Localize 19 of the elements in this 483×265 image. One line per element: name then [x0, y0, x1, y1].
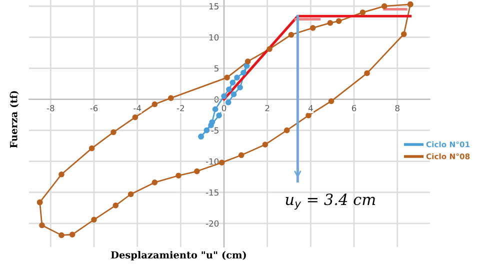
x-tick-label: 2 [265, 104, 270, 112]
x-axis-title: Desplazamiento "u" (cm) [111, 251, 246, 260]
y-tick-label: 10 [209, 34, 219, 41]
x-tick-label: 4 [308, 105, 313, 112]
x-tick-label: -8 [46, 104, 54, 112]
x-tick-label: -6 [90, 104, 98, 112]
x-tick-label: -4 [134, 105, 142, 112]
annotation: u$_{y}$ = 3.4 cm [286, 194, 376, 210]
x-tick-label: 8 [395, 104, 400, 112]
y-tick-label: -15 [206, 189, 218, 196]
y-tick-label: 15 [209, 3, 218, 10]
x-tick-label: 6 [352, 104, 356, 112]
y-tick-label: -5 [211, 127, 218, 134]
y-tick-label: 0 [214, 96, 219, 103]
x-tick-label: 0 [222, 104, 226, 112]
x-tick-label: -2 [176, 104, 184, 112]
y-axis-title: Fuerza (tf) [10, 91, 19, 148]
y-tick-label: -20 [206, 220, 219, 227]
y-tick-label: 5 [214, 65, 218, 72]
